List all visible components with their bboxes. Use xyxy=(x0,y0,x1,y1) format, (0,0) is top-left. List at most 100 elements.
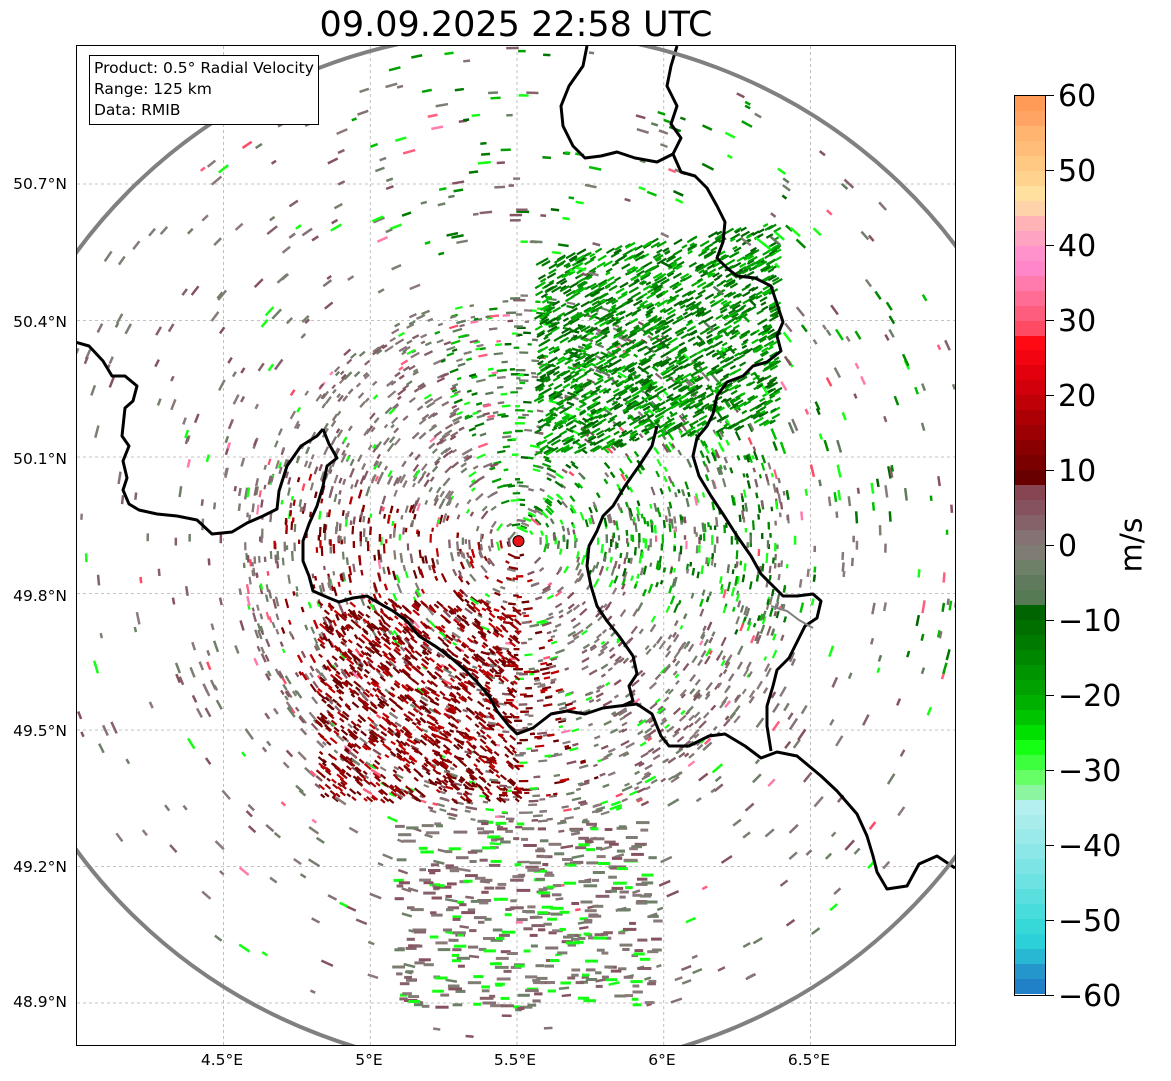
velocity-echo-bin xyxy=(541,685,552,690)
velocity-echo-bin xyxy=(310,626,316,635)
velocity-echo-bin xyxy=(296,406,301,413)
velocity-echo-bin xyxy=(289,410,297,420)
velocity-echo-bin xyxy=(588,506,593,514)
velocity-echo-bin xyxy=(285,525,288,532)
velocity-echo-bin xyxy=(259,613,264,620)
velocity-echo-bin xyxy=(473,340,481,344)
velocity-echo-bin xyxy=(725,685,731,692)
velocity-echo-bin xyxy=(634,760,643,767)
velocity-echo-bin xyxy=(719,576,723,584)
velocity-echo-bin xyxy=(540,661,548,666)
velocity-echo-bin xyxy=(670,775,680,783)
velocity-echo-bin xyxy=(657,705,664,712)
velocity-echo-bin xyxy=(451,404,458,409)
velocity-echo-bin xyxy=(536,409,544,413)
velocity-echo-bin xyxy=(588,669,598,676)
velocity-echo-bin xyxy=(561,805,569,809)
velocity-echo-bin xyxy=(372,394,379,400)
velocity-echo-bin xyxy=(776,593,781,603)
velocity-echo-bin xyxy=(256,504,260,515)
velocity-echo-bin xyxy=(658,707,667,715)
velocity-echo-bin xyxy=(343,611,348,617)
velocity-echo-bin xyxy=(617,371,627,379)
velocity-echo-bin xyxy=(418,549,422,559)
velocity-echo-bin xyxy=(331,384,337,390)
velocity-echo-bin xyxy=(777,477,781,484)
velocity-echo-bin xyxy=(638,433,644,439)
velocity-echo-bin xyxy=(614,276,622,282)
velocity-echo-bin xyxy=(325,396,332,405)
velocity-echo-bin xyxy=(435,486,442,494)
velocity-echo-bin xyxy=(436,377,446,383)
map-title: 09.09.2025 22:58 UTC xyxy=(319,5,713,45)
velocity-echo-bin xyxy=(255,478,259,487)
velocity-echo-bin xyxy=(512,795,518,799)
velocity-echo-bin xyxy=(469,573,477,582)
velocity-echo-bin xyxy=(341,449,346,456)
velocity-echo-bin xyxy=(414,582,421,592)
velocity-echo-bin xyxy=(342,436,348,443)
velocity-echo-bin xyxy=(556,499,563,506)
velocity-echo-bin xyxy=(640,671,646,678)
velocity-echo-bin xyxy=(347,388,354,395)
velocity-echo-bin xyxy=(408,632,415,640)
velocity-echo-bin xyxy=(693,526,697,534)
velocity-echo-bin xyxy=(780,560,783,568)
velocity-echo-bin xyxy=(384,345,394,353)
velocity-echo-bin xyxy=(532,468,541,473)
velocity-echo-bin xyxy=(528,803,538,807)
velocity-echo-bin xyxy=(603,517,608,527)
velocity-echo-bin xyxy=(313,619,319,629)
velocity-echo-bin xyxy=(619,552,623,559)
velocity-echo-bin xyxy=(531,375,539,379)
velocity-echo-bin xyxy=(435,548,440,557)
velocity-echo-bin xyxy=(768,574,772,581)
velocity-echo-bin xyxy=(644,764,653,771)
velocity-echo-bin xyxy=(295,456,301,464)
velocity-echo-bin xyxy=(539,620,549,626)
velocity-echo-bin xyxy=(354,479,359,488)
velocity-echo-bin xyxy=(439,490,445,498)
velocity-echo-bin xyxy=(566,791,575,796)
velocity-echo-bin xyxy=(661,717,667,722)
velocity-echo-bin xyxy=(475,525,480,532)
velocity-echo-bin xyxy=(362,660,369,667)
velocity-echo-bin xyxy=(495,671,502,675)
velocity-echo-bin xyxy=(321,403,327,409)
velocity-echo-bin xyxy=(688,714,695,722)
velocity-echo-bin xyxy=(450,431,459,438)
velocity-echo-bin xyxy=(716,536,719,544)
velocity-echo-bin xyxy=(476,409,482,413)
velocity-echo-bin xyxy=(729,467,734,474)
velocity-echo-bin xyxy=(658,512,662,518)
velocity-echo-bin xyxy=(745,607,751,617)
velocity-echo-bin xyxy=(762,223,769,228)
velocity-echo-bin xyxy=(746,480,751,489)
velocity-echo-bin xyxy=(429,809,437,814)
velocity-echo-bin xyxy=(329,539,332,546)
velocity-echo-bin xyxy=(511,438,517,441)
velocity-echo-bin xyxy=(377,630,382,636)
velocity-echo-bin xyxy=(444,465,453,474)
velocity-echo-bin xyxy=(522,726,529,730)
velocity-echo-bin xyxy=(567,639,575,645)
velocity-echo-bin xyxy=(519,738,528,742)
velocity-echo-bin xyxy=(672,707,682,715)
velocity-echo-bin xyxy=(743,563,747,572)
velocity-echo-bin xyxy=(251,607,255,612)
velocity-echo-bin xyxy=(649,702,658,710)
velocity-echo-bin xyxy=(481,607,487,612)
velocity-echo-bin xyxy=(633,450,640,458)
velocity-echo-bin xyxy=(412,596,417,602)
velocity-echo-bin xyxy=(389,630,395,636)
velocity-echo-bin xyxy=(678,752,686,759)
velocity-echo-bin xyxy=(560,302,567,308)
velocity-echo-bin xyxy=(388,711,399,720)
velocity-echo-bin xyxy=(371,380,378,386)
velocity-echo-bin xyxy=(339,370,345,376)
velocity-echo-bin xyxy=(517,742,522,745)
velocity-echo-bin xyxy=(667,486,672,493)
velocity-echo-bin xyxy=(652,754,661,761)
velocity-echo-bin xyxy=(502,314,510,317)
velocity-echo-bin xyxy=(450,339,461,345)
